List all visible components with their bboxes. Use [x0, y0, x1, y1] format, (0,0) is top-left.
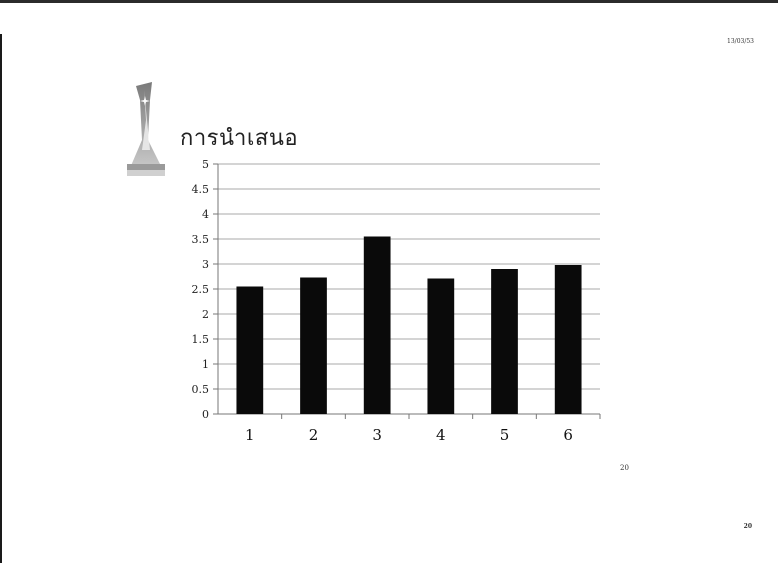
y-tick-label: 0 [202, 408, 209, 421]
bar [554, 265, 582, 414]
top-border-line [0, 0, 778, 3]
y-tick-label: 2.5 [192, 283, 210, 296]
page-number: 20 [743, 523, 752, 530]
y-tick-label: 2 [202, 308, 209, 321]
x-tick-label: 1 [245, 426, 255, 444]
bar-chart: 0 0.5 1 1.5 2 2.5 3 3.5 4 4.5 5 1 2 3 4 5 6 [180, 150, 620, 460]
y-tick-label: 4.5 [192, 183, 210, 196]
footnote-number: 20 [620, 464, 629, 472]
y-tick-label: 1 [202, 358, 209, 371]
university-logo [122, 80, 172, 180]
y-tick-label: 0.5 [192, 383, 210, 396]
bar [427, 278, 455, 414]
slide-date: 13/03/53 [727, 38, 754, 45]
y-tick-label: 4 [202, 208, 209, 221]
x-tick-label: 4 [436, 426, 446, 444]
bar [300, 277, 327, 414]
bar [491, 269, 518, 414]
y-tick-label: 3 [202, 258, 209, 271]
y-tick-label: 1.5 [192, 333, 210, 346]
x-tick-label: 3 [372, 426, 382, 444]
bar [363, 236, 391, 414]
x-tick-label: 5 [500, 426, 510, 444]
slide-title: การนำเสนอ [180, 126, 299, 151]
y-tick-label: 5 [202, 158, 209, 171]
x-tick-label: 6 [563, 426, 573, 444]
x-tick-label: 2 [309, 426, 319, 444]
y-tick-label: 3.5 [192, 233, 210, 246]
left-border-line [0, 34, 2, 563]
bar [236, 286, 264, 414]
